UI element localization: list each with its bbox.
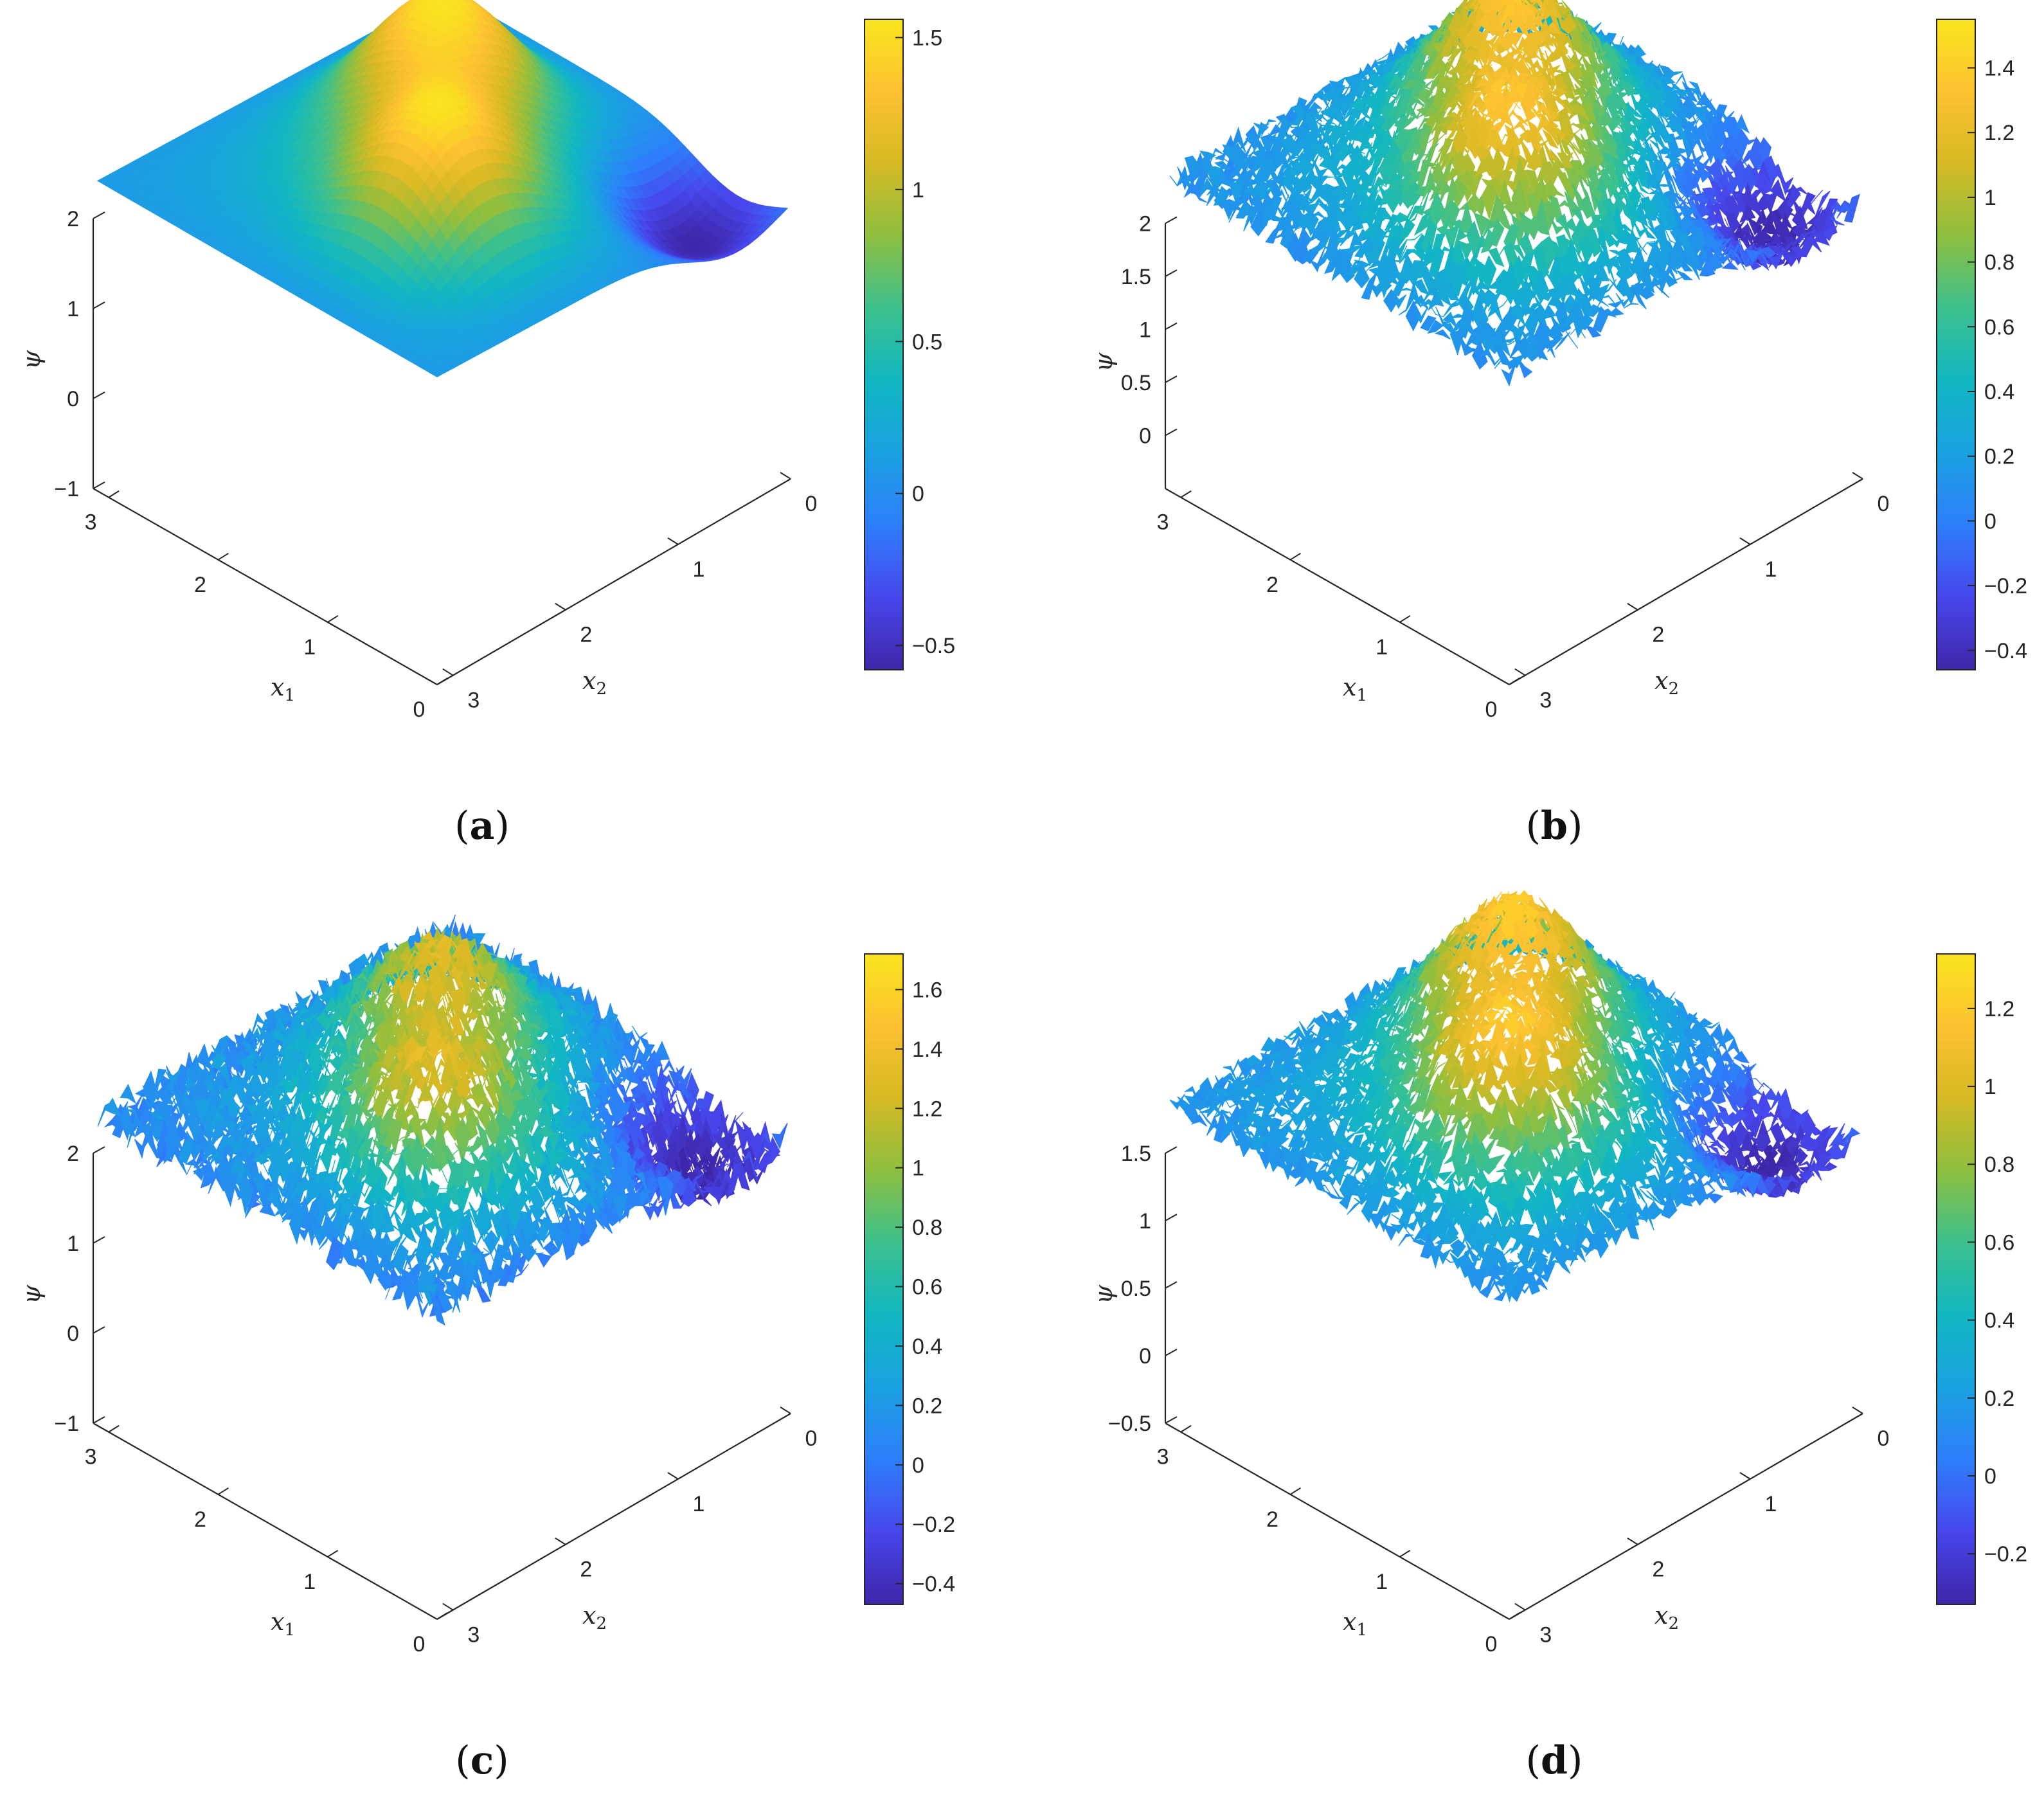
panel-b: 0 0.5 1 1.5 2 0 1 2 3 0 1 2 3 ψ x1 x2 −0.4 −0.2 0 0.2 0.4 0.6… <box>1089 0 2027 849</box>
z-tick-label: 2 <box>67 207 79 231</box>
x1-tick-mark <box>108 490 120 498</box>
colorbar-tick-label: 0 <box>1984 509 1996 534</box>
colorbar-tick-label: 1.5 <box>912 26 942 50</box>
x2-axis-label: x2 <box>582 667 607 699</box>
x2-tick-mark <box>1514 668 1526 676</box>
x1-tick-label: 2 <box>194 573 206 597</box>
z-tick-label: 1 <box>67 297 79 321</box>
x2-tick-label: 1 <box>1764 557 1777 582</box>
x1-tick-mark <box>1399 615 1411 623</box>
z-axis-label: ψ <box>17 350 46 370</box>
x2-axis-line <box>436 478 791 685</box>
z-axis-label: ψ <box>1089 352 1118 372</box>
x1-tick-mark <box>436 678 448 685</box>
z-tick-mark <box>93 391 105 399</box>
x2-axis-line <box>1509 478 1863 685</box>
z-tick-mark <box>1165 322 1178 330</box>
colorbar-tick-label: 0.5 <box>912 330 942 354</box>
z-tick-label: 0 <box>67 387 79 411</box>
surface-b <box>1169 0 1860 387</box>
colorbar-tick-label: −0.2 <box>1984 574 2027 598</box>
colorbar-b: −0.4 −0.2 0 0.2 0.4 0.6 0.8 1 1.2 1.4 <box>1936 19 2027 670</box>
colorbar-tick-label: 0.2 <box>1984 445 2014 469</box>
z-tick-mark <box>1165 269 1178 277</box>
colorbar-tick-label: −0.4 <box>1984 639 2027 663</box>
surface-a <box>96 0 789 377</box>
x2-tick-mark <box>1627 602 1638 611</box>
x1-tick-label: 1 <box>303 635 316 660</box>
x2-tick-mark <box>1739 537 1751 545</box>
x2-tick-mark <box>667 537 679 545</box>
colorbar-tick-label: −0.5 <box>912 634 955 658</box>
surface-cell <box>1265 224 1282 244</box>
x2-tick-label: 2 <box>580 623 592 647</box>
colorbar-tick-label: 0.6 <box>1984 315 2014 339</box>
z-tick-label: 1 <box>1139 318 1151 343</box>
x1-axis-line <box>1165 488 1510 685</box>
z-tick-label: 2 <box>1139 212 1151 237</box>
x2-tick-mark <box>1852 472 1863 480</box>
x1-tick-mark <box>1180 490 1192 498</box>
x2-tick-label: 1 <box>692 557 704 582</box>
colorbar-tick-label: 0.4 <box>1984 380 2014 404</box>
z-tick-mark <box>93 481 105 489</box>
x2-tick-mark <box>442 668 454 676</box>
z-tick-label: 0 <box>1139 424 1151 449</box>
x1-axis-label: x1 <box>271 673 295 705</box>
x1-tick-mark <box>327 615 339 623</box>
z-tick-label: 1.5 <box>1121 265 1151 289</box>
x2-tick-label: 3 <box>467 688 480 713</box>
colorbar-a: −0.5 0 0.5 1 1.5 <box>864 19 955 670</box>
z-tick-mark <box>93 211 105 219</box>
x2-tick-label: 3 <box>1539 688 1552 713</box>
colorbar-tick-label: 1.4 <box>1984 57 2014 81</box>
z-tick-mark <box>1165 375 1178 383</box>
x1-axis-label: x1 <box>1343 673 1367 705</box>
panel-a: −1 0 1 2 0 1 2 3 0 1 2 3 ψ x1 x2 −0.5 0 0.5 1 1.5 (a) <box>17 0 955 849</box>
x1-tick-label: 1 <box>1376 635 1388 660</box>
x1-tick-label: 3 <box>1157 510 1169 535</box>
x2-tick-mark <box>780 472 791 480</box>
z-tick-label: −1 <box>54 477 79 501</box>
surface-cell <box>1721 261 1739 270</box>
surface-c <box>97 914 788 1326</box>
x1-tick-label: 0 <box>413 697 426 722</box>
x2-tick-label: 0 <box>1878 492 1890 516</box>
x2-tick-label: 2 <box>1652 623 1664 647</box>
z-tick-label: 0.5 <box>1121 371 1151 395</box>
x1-tick-label: 2 <box>1266 573 1278 597</box>
panel-label-a: (a) <box>454 804 510 849</box>
x1-tick-mark <box>1509 678 1520 685</box>
x1-tick-label: 0 <box>1485 697 1498 722</box>
colorbar-gradient <box>1936 19 1976 670</box>
panel-label-b: (b) <box>1526 804 1583 849</box>
x2-tick-label: 0 <box>805 492 818 516</box>
surface-cell <box>1434 329 1451 340</box>
panel-c: −101201230123ψx1x2−0.4−0.200.20.40.60.81… <box>17 914 955 1783</box>
x1-axis-line <box>93 488 438 685</box>
x1-tick-mark <box>217 552 229 561</box>
colorbar-tick-label: 1 <box>1984 186 1996 210</box>
z-tick-mark <box>93 301 105 309</box>
colorbar-tick-label: 1 <box>912 178 924 202</box>
colorbar-gradient <box>864 19 904 670</box>
x2-tick-mark <box>555 602 566 611</box>
colorbar-tick-label: 0.8 <box>1984 251 2014 275</box>
x1-tick-label: 3 <box>85 510 97 535</box>
z-tick-mark <box>1165 216 1178 224</box>
x1-tick-mark <box>1289 552 1301 561</box>
z-tick-mark <box>1165 428 1178 436</box>
colorbar-tick-label: 1.2 <box>1984 121 2014 145</box>
x2-axis-label: x2 <box>1654 667 1679 699</box>
colorbar-tick-label: 0 <box>912 482 924 507</box>
